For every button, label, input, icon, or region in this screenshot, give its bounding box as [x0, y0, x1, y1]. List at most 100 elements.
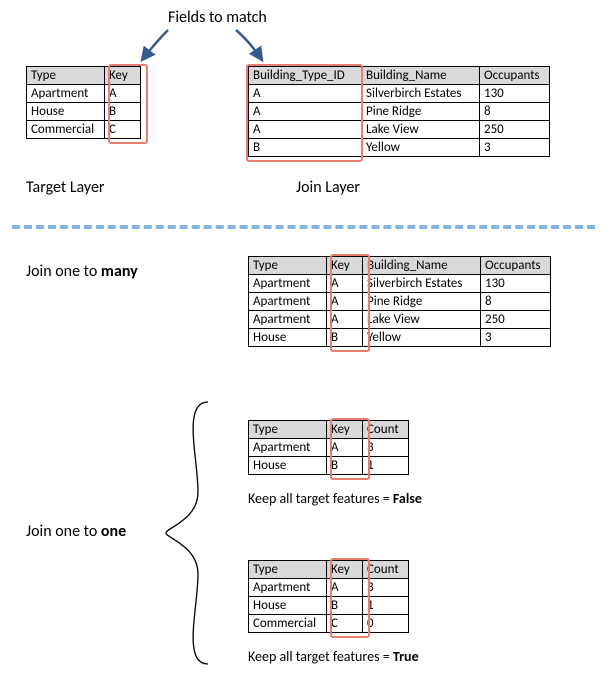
section-divider	[12, 225, 595, 229]
table-row: ApartmentAPine Ridge8	[249, 293, 551, 311]
cell: Commercial	[27, 121, 105, 139]
col-header: Occupants	[484, 68, 540, 83]
cell: Apartment	[249, 311, 327, 329]
join-one-to-one-label: Join one to one	[26, 522, 126, 541]
cell: Lake View	[363, 311, 481, 329]
col-header: Type	[253, 258, 278, 273]
table-row: ApartmentA3	[249, 579, 409, 597]
cell: House	[249, 597, 327, 615]
cell: 0	[363, 615, 409, 633]
table-row: HouseB1	[249, 597, 409, 615]
cell: 1	[363, 597, 409, 615]
cell: A	[249, 85, 362, 103]
text: Keep all target features =	[248, 490, 393, 507]
table-row: Type Key	[27, 67, 141, 85]
cell: 250	[481, 311, 551, 329]
table-row: HouseBYellow3	[249, 329, 551, 347]
text-bold: True	[393, 648, 419, 665]
col-header: Key	[331, 562, 350, 577]
table-row: BYellow3	[249, 139, 550, 157]
table-row: ApartmentA3	[249, 439, 409, 457]
table-row: Type Key Count	[249, 561, 409, 579]
col-header: Key	[331, 422, 350, 437]
join-one-to-many-label: Join one to many	[26, 262, 138, 281]
cell: 3	[481, 329, 551, 347]
cell: A	[327, 439, 363, 457]
cell: Silverbirch Estates	[363, 275, 481, 293]
text-bold: many	[101, 262, 138, 281]
cell: Pine Ridge	[362, 103, 480, 121]
arrow-right-icon	[230, 28, 270, 68]
col-header: Count	[367, 422, 399, 437]
cell: A	[327, 293, 363, 311]
table-row: HouseB	[27, 103, 141, 121]
cell: 3	[363, 579, 409, 597]
cell: Yellow	[362, 139, 480, 157]
cell: Apartment	[249, 579, 327, 597]
table-row: CommercialC0	[249, 615, 409, 633]
col-header: Building_Name	[366, 68, 447, 83]
cell: 1	[363, 457, 409, 475]
cell: 130	[481, 275, 551, 293]
col-header: Count	[367, 562, 399, 577]
cell: A	[249, 121, 362, 139]
cell: C	[327, 615, 363, 633]
cell: 250	[480, 121, 550, 139]
cell: Apartment	[249, 293, 327, 311]
col-header: Key	[109, 68, 128, 83]
join-layer-label: Join Layer	[296, 178, 360, 197]
cell: A	[105, 85, 141, 103]
join-table: Building_Type_ID Building_Name Occupants…	[248, 66, 550, 157]
keep-all-false-caption: Keep all target features = False	[248, 490, 422, 507]
text-bold: one	[101, 522, 126, 541]
cell: B	[249, 139, 362, 157]
table-row: ApartmentALake View250	[249, 311, 551, 329]
col-header: Type	[253, 422, 278, 437]
cell: House	[27, 103, 105, 121]
cell: Commercial	[249, 615, 327, 633]
curly-brace-icon	[160, 398, 220, 668]
cell: 8	[480, 103, 550, 121]
cell: A	[327, 275, 363, 293]
col-header: Building_Type_ID	[253, 68, 345, 83]
col-header: Building_Name	[367, 258, 448, 273]
text: Join one to	[26, 522, 101, 541]
target-table: Type Key ApartmentA HouseB CommercialC	[26, 66, 141, 139]
table-row: ASilverbirch Estates130	[249, 85, 550, 103]
cell: House	[249, 457, 327, 475]
cell: 3	[480, 139, 550, 157]
col-header: Occupants	[485, 258, 541, 273]
cell: C	[105, 121, 141, 139]
table-row: Type Key Count	[249, 421, 409, 439]
arrow-left-icon	[136, 28, 176, 68]
cell: B	[327, 457, 363, 475]
col-header: Type	[31, 68, 56, 83]
cell: B	[105, 103, 141, 121]
cell: B	[327, 329, 363, 347]
table-row: Type Key Building_Name Occupants	[249, 257, 551, 275]
table-row: CommercialC	[27, 121, 141, 139]
cell: Apartment	[249, 439, 327, 457]
table-row: APine Ridge8	[249, 103, 550, 121]
fields-to-match-heading: Fields to match	[168, 8, 267, 27]
text: Join one to	[26, 262, 101, 281]
cell: Apartment	[249, 275, 327, 293]
keep-all-true-caption: Keep all target features = True	[248, 648, 419, 665]
col-header: Type	[253, 562, 278, 577]
col-header: Key	[331, 258, 350, 273]
cell: Pine Ridge	[363, 293, 481, 311]
cell: 130	[480, 85, 550, 103]
cell: B	[327, 597, 363, 615]
text: Keep all target features =	[248, 648, 393, 665]
cell: Silverbirch Estates	[362, 85, 480, 103]
cell: Lake View	[362, 121, 480, 139]
one-to-one-true-table: Type Key Count ApartmentA3 HouseB1 Comme…	[248, 560, 409, 633]
cell: 8	[481, 293, 551, 311]
table-row: ApartmentASilverbirch Estates130	[249, 275, 551, 293]
cell: Apartment	[27, 85, 105, 103]
target-layer-label: Target Layer	[26, 178, 105, 197]
text-bold: False	[393, 490, 422, 507]
cell: A	[327, 579, 363, 597]
table-row: ApartmentA	[27, 85, 141, 103]
one-to-one-false-table: Type Key Count ApartmentA3 HouseB1	[248, 420, 409, 475]
